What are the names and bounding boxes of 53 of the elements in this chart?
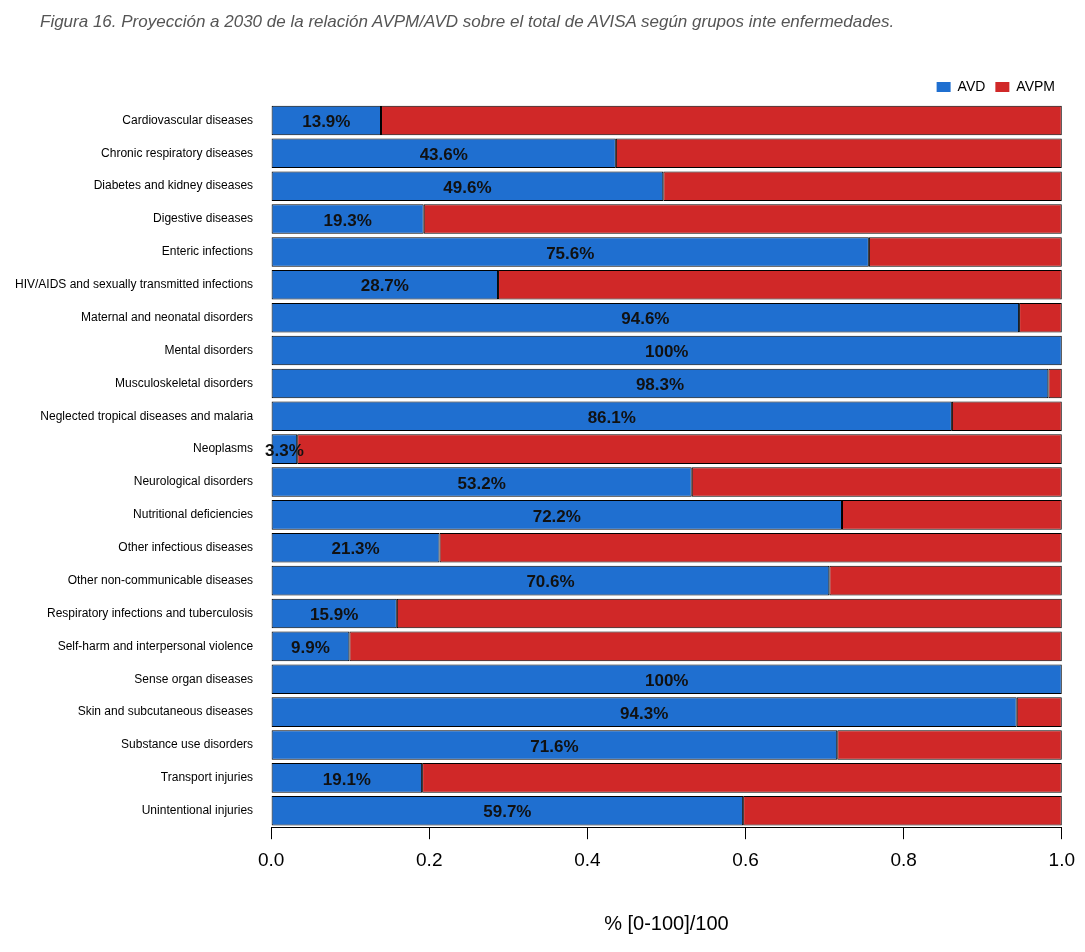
x-axis-title: % [0-100]/100: [604, 911, 729, 934]
y-tick-label: Enteric infections: [161, 244, 254, 259]
legend-label: AVPM: [1016, 77, 1055, 94]
y-tick-label: Nutritional deficiencies: [133, 507, 254, 522]
data-label: 15.9%: [310, 605, 359, 625]
x-tick-label: 0.4: [574, 848, 602, 870]
data-label: 9.9%: [291, 638, 330, 658]
data-label: 53.2%: [457, 473, 506, 493]
data-label: 98.3%: [635, 375, 685, 395]
y-tick-label: Unintentional injuries: [141, 803, 254, 818]
y-tick-label: Maternal and neonatal disorders: [81, 309, 254, 324]
data-label: 100%: [644, 670, 689, 690]
x-tick-label: 0.2: [416, 848, 443, 870]
data-label: 94.3%: [620, 703, 669, 723]
data-label: 19.1%: [322, 769, 371, 789]
data-label: 70.6%: [526, 572, 575, 592]
y-tick-label: Neglected tropical diseases and malaria: [40, 408, 254, 423]
y-tick-label: Diabetes and kidney diseases: [93, 178, 254, 193]
x-tick-label: 0.8: [890, 848, 917, 870]
y-tick-label: Digestive diseases: [153, 211, 254, 226]
y-tick-label: Mental disorders: [164, 342, 254, 357]
y-tick-label: Musculoskeletal disorders: [115, 375, 254, 390]
data-label: 72.2%: [532, 506, 581, 526]
y-tick-label: Neoplasms: [193, 441, 254, 456]
y-tick-label: Other infectious diseases: [118, 540, 254, 555]
x-tick-label: 0.0: [257, 848, 285, 870]
data-label: 21.3%: [331, 539, 380, 559]
y-tick-label: Skin and subcutaneous diseases: [77, 704, 254, 719]
data-label: 71.6%: [530, 736, 579, 756]
y-tick-label: Self-harm and interpersonal violence: [57, 638, 254, 653]
data-label: 28.7%: [360, 276, 409, 296]
y-tick-label: Cardiovascular diseases: [122, 112, 254, 127]
y-tick-label: Neurological disorders: [133, 474, 254, 489]
data-label: 59.7%: [483, 802, 532, 822]
x-tick-label: 0.6: [732, 848, 759, 870]
y-tick-label: Respiratory infections and tuberculosis: [47, 605, 254, 620]
y-tick-label: Sense organ diseases: [134, 671, 254, 686]
data-label: 86.1%: [587, 407, 636, 427]
x-tick-label: 1.0: [1048, 848, 1075, 870]
y-tick-label: HIV/AIDS and sexually transmitted infections: [15, 277, 254, 292]
y-tick-label: Substance use disorders: [121, 737, 254, 752]
legend-label: AVD: [957, 77, 986, 94]
chart-title: Figura 16. Proyección a 2030 de la relación AVPM/AVD sobre el total de AVISA según grupos inte enfermedades.: [39, 11, 896, 33]
y-tick-label: Chronic respiratory diseases: [101, 145, 254, 160]
data-label: 94.6%: [621, 309, 670, 329]
data-label: 13.9%: [302, 112, 351, 132]
data-label: 19.3%: [323, 210, 372, 230]
data-label: 100%: [644, 342, 689, 362]
data-label: 49.6%: [443, 177, 492, 197]
data-label: 43.6%: [419, 145, 468, 164]
y-tick-label: Transport injuries: [160, 770, 254, 785]
data-label: 75.6%: [546, 243, 595, 263]
y-tick-label: Other non-communicable diseases: [67, 572, 254, 587]
